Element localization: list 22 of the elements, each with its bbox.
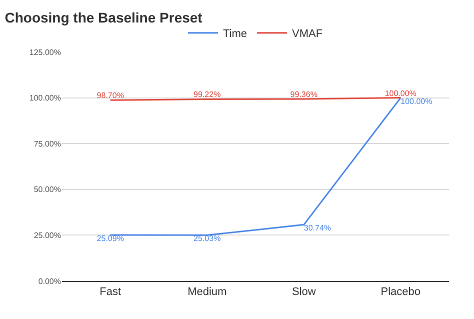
x-tick-label: Fast xyxy=(100,286,122,298)
data-label: 25.03% xyxy=(194,234,221,244)
y-tick-label: 100.00% xyxy=(29,94,61,103)
legend-label: Time xyxy=(223,28,248,40)
y-tick-label: 25.00% xyxy=(34,231,61,240)
x-tick-label: Slow xyxy=(292,286,316,298)
data-label: 100.00% xyxy=(384,88,416,98)
data-label: 99.36% xyxy=(290,90,318,99)
y-tick-label: 0.00% xyxy=(38,276,61,286)
data-label: 25.09% xyxy=(96,234,124,244)
data-label: 100.00% xyxy=(400,96,432,106)
line-series xyxy=(110,97,402,236)
y-tick-label: 125.00% xyxy=(29,48,61,57)
x-tick-label: Medium xyxy=(188,286,227,298)
x-tick-label: Placebo xyxy=(380,286,421,298)
chart-title: Choosing the Baseline Preset xyxy=(4,10,203,26)
y-tick-label: 75.00% xyxy=(34,139,61,148)
data-label: 98.70% xyxy=(96,91,124,100)
data-label: 99.22% xyxy=(194,90,221,100)
data-label: 30.74% xyxy=(304,224,332,233)
y-tick-label: 50.00% xyxy=(34,185,61,194)
legend-label: VMAF xyxy=(292,28,323,40)
